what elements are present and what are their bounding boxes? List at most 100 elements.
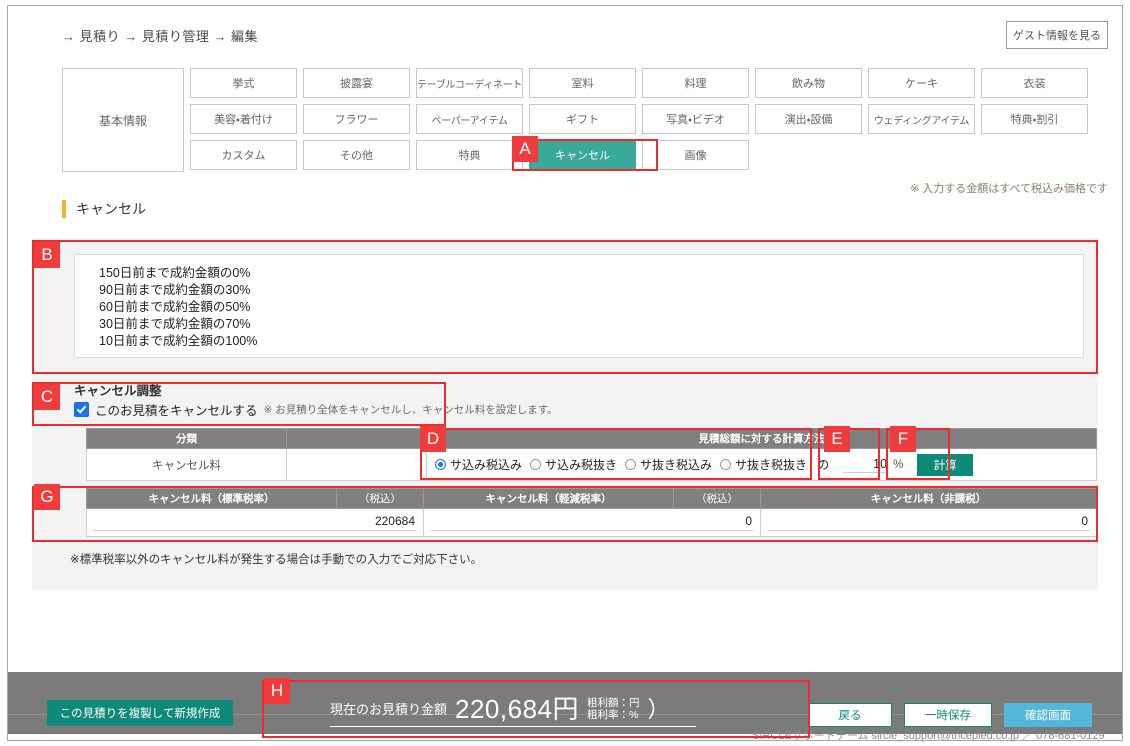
- confirm-screen-button[interactable]: 確認画面: [1004, 703, 1092, 727]
- calc-table-header-row: 分類 見積総額に対する計算方法: [86, 428, 1097, 449]
- fee-cell-reduced-rate: [423, 508, 761, 537]
- fee-input-nontaxable[interactable]: [767, 514, 1090, 531]
- view-guest-info-button[interactable]: ゲスト情報を見る: [1006, 21, 1108, 49]
- page-title: キャンセル: [62, 200, 146, 218]
- tab-costume[interactable]: 衣装: [981, 68, 1088, 98]
- checkbox-checked-icon[interactable]: [74, 402, 89, 417]
- current-amount-group: 現在のお見積り金額 220,684円 粗利額：円 粗利率：% ）: [330, 695, 670, 723]
- tab-drinks[interactable]: 飲み物: [755, 68, 862, 98]
- fee-header-reduced-rate: キャンセル料（軽減税率）: [423, 488, 674, 509]
- closing-paren: ）: [647, 697, 670, 722]
- tab-benefit-discount[interactable]: 特典・割引: [981, 104, 1088, 134]
- calc-cell-method: サ込み税込み サ込み税抜き サ抜き税込み サ抜き税抜き: [426, 448, 1097, 481]
- margin-info: 粗利額：円 粗利率：%: [587, 697, 640, 723]
- radio-selected-icon[interactable]: [435, 459, 446, 470]
- tab-image[interactable]: 画像: [642, 140, 749, 170]
- fee-header-standard-rate-taxnote: （税込）: [336, 488, 424, 509]
- tab-production-equipment[interactable]: 演出・設備: [755, 104, 862, 134]
- calc-header-blank: [286, 428, 427, 449]
- tab-custom[interactable]: カスタム: [190, 140, 297, 170]
- percent-field-group: %: [843, 456, 904, 473]
- manual-input-note: ※標準税率以外のキャンセル料が発生する場合は手動での入力でご対応下さい。: [70, 554, 483, 566]
- tab-row-3: カスタム その他 特典 キャンセル 画像: [190, 140, 1098, 170]
- policy-line: 60日前まで成約金額の50%: [99, 300, 251, 314]
- calculation-method-table: 分類 見積総額に対する計算方法 キャンセル料 サ込み税込み: [86, 428, 1097, 481]
- back-button[interactable]: 戻る: [808, 703, 892, 727]
- tab-basic-info[interactable]: 基本情報: [62, 68, 184, 172]
- current-amount-value: 220,684円: [455, 694, 579, 724]
- tab-spacer-3: [981, 140, 1088, 170]
- cancellation-fee-table: キャンセル料（標準税率） （税込） キャンセル料（軽減税率） （税込） キャンセ…: [86, 488, 1097, 537]
- breadcrumb[interactable]: → 見積り → 見積り管理 → 編集: [62, 29, 259, 44]
- radio-option-service-incl-tax-excl[interactable]: サ込み税抜き: [530, 456, 617, 473]
- category-tab-grid: 基本情報 挙式 披露宴 テーブルコーディネート 室料 料理 飲み物 ケーキ 衣装…: [62, 68, 1098, 172]
- support-contact-text: SIRCLEサポートチーム sircle_support@tricepied.c…: [752, 730, 1105, 742]
- cancel-adjust-band: [32, 374, 1098, 590]
- amount-underline: [330, 726, 696, 727]
- cancel-quote-checkbox-row[interactable]: このお見積をキャンセルする ※ お見積り全体をキャンセルし、キャンセル料を設定し…: [74, 400, 558, 419]
- tab-cake[interactable]: ケーキ: [868, 68, 975, 98]
- tab-cuisine[interactable]: 料理: [642, 68, 749, 98]
- radio-label: サ抜き税込み: [640, 458, 713, 472]
- percent-sign: %: [893, 458, 904, 471]
- tab-gift[interactable]: ギフト: [529, 104, 636, 134]
- radio-label: サ込み税込み: [450, 458, 523, 472]
- tab-reception[interactable]: 披露宴: [303, 68, 410, 98]
- calculate-button[interactable]: 計算: [917, 453, 974, 476]
- fee-table-row: [86, 508, 1097, 537]
- temporary-save-button[interactable]: 一時保存: [904, 703, 992, 727]
- radio-icon[interactable]: [720, 459, 732, 470]
- tab-row-1: 挙式 披露宴 テーブルコーディネート 室料 料理 飲み物 ケーキ 衣装: [190, 68, 1098, 98]
- policy-line: 10日前まで成約全額の100%: [99, 334, 258, 348]
- margin-rate: 粗利率：%: [587, 709, 639, 721]
- tab-spacer-1: [755, 140, 862, 170]
- tab-wedding-item[interactable]: ウェディングアイテム: [868, 104, 975, 134]
- margin-amount: 粗利額：円: [587, 697, 640, 709]
- tab-flower[interactable]: フラワー: [303, 104, 410, 134]
- footer-divider: [8, 714, 1122, 715]
- tab-paper-item[interactable]: ペーパーアイテム: [416, 104, 523, 134]
- fee-header-reduced-rate-taxnote: （税込）: [673, 488, 761, 509]
- tab-other[interactable]: その他: [303, 140, 410, 170]
- current-amount-label: 現在のお見積り金額: [330, 702, 448, 717]
- radio-option-service-excl-tax-excl[interactable]: サ抜き税抜き: [720, 456, 807, 473]
- cancel-quote-checkbox-label: このお見積をキャンセルする: [95, 404, 258, 418]
- calc-method-options: サ込み税込み サ込み税抜き サ抜き税込み サ抜き税抜き: [427, 453, 1096, 476]
- tab-spacer-2: [868, 140, 975, 170]
- radio-option-service-excl-tax-incl[interactable]: サ抜き税込み: [625, 456, 712, 473]
- fee-input-reduced-rate[interactable]: [430, 514, 754, 531]
- cancel-adjust-title: キャンセル調整: [74, 384, 162, 398]
- calc-header-method: 見積総額に対する計算方法: [426, 428, 1097, 449]
- fee-header-standard-rate: キャンセル料（標準税率）: [86, 488, 337, 509]
- policy-line: 30日前まで成約金額の70%: [99, 317, 251, 331]
- calc-cell-category: キャンセル料: [86, 448, 287, 481]
- cancellation-policy-box: 150日前まで成約金額の0% 90日前まで成約金額の30% 60日前まで成約金額…: [74, 254, 1084, 358]
- policy-line: 150日前まで成約金額の0%: [99, 266, 251, 280]
- tab-row-2: 美容・着付け フラワー ペーパーアイテム ギフト 写真・ビデオ 演出・設備 ウェ…: [190, 104, 1098, 134]
- calc-header-category: 分類: [86, 428, 287, 449]
- calc-table-row: キャンセル料 サ込み税込み サ込み税抜き: [86, 448, 1097, 481]
- tab-cancel[interactable]: キャンセル: [529, 140, 636, 170]
- tab-beauty-dressing[interactable]: 美容・着付け: [190, 104, 297, 134]
- tab-ceremony[interactable]: 挙式: [190, 68, 297, 98]
- radio-option-service-incl-tax-incl[interactable]: サ込み税込み: [435, 456, 522, 473]
- tax-inclusive-note: ※ 入力する金額はすべて税込み価格です: [909, 183, 1108, 195]
- radio-label: サ込み税抜き: [545, 458, 618, 472]
- fee-cell-nontaxable: [760, 508, 1097, 537]
- tab-benefit[interactable]: 特典: [416, 140, 523, 170]
- tab-table-coordinate[interactable]: テーブルコーディネート: [416, 68, 523, 98]
- fee-cell-standard-rate: [86, 508, 424, 537]
- policy-line: 90日前まで成約金額の30%: [99, 283, 251, 297]
- radio-icon[interactable]: [625, 459, 637, 470]
- tab-photo-video[interactable]: 写真・ビデオ: [642, 104, 749, 134]
- method-suffix: の: [817, 458, 830, 472]
- tab-room-fee[interactable]: 室料: [529, 68, 636, 98]
- duplicate-quote-button[interactable]: この見積りを複製して新規作成: [47, 700, 233, 726]
- radio-icon[interactable]: [530, 459, 542, 470]
- radio-label: サ抜き税抜き: [735, 458, 808, 472]
- fee-input-standard-rate[interactable]: [93, 514, 417, 531]
- calc-cell-blank: [286, 448, 427, 481]
- tab-rows: 挙式 披露宴 テーブルコーディネート 室料 料理 飲み物 ケーキ 衣装 美容・着…: [190, 68, 1098, 172]
- percent-input[interactable]: [843, 456, 890, 473]
